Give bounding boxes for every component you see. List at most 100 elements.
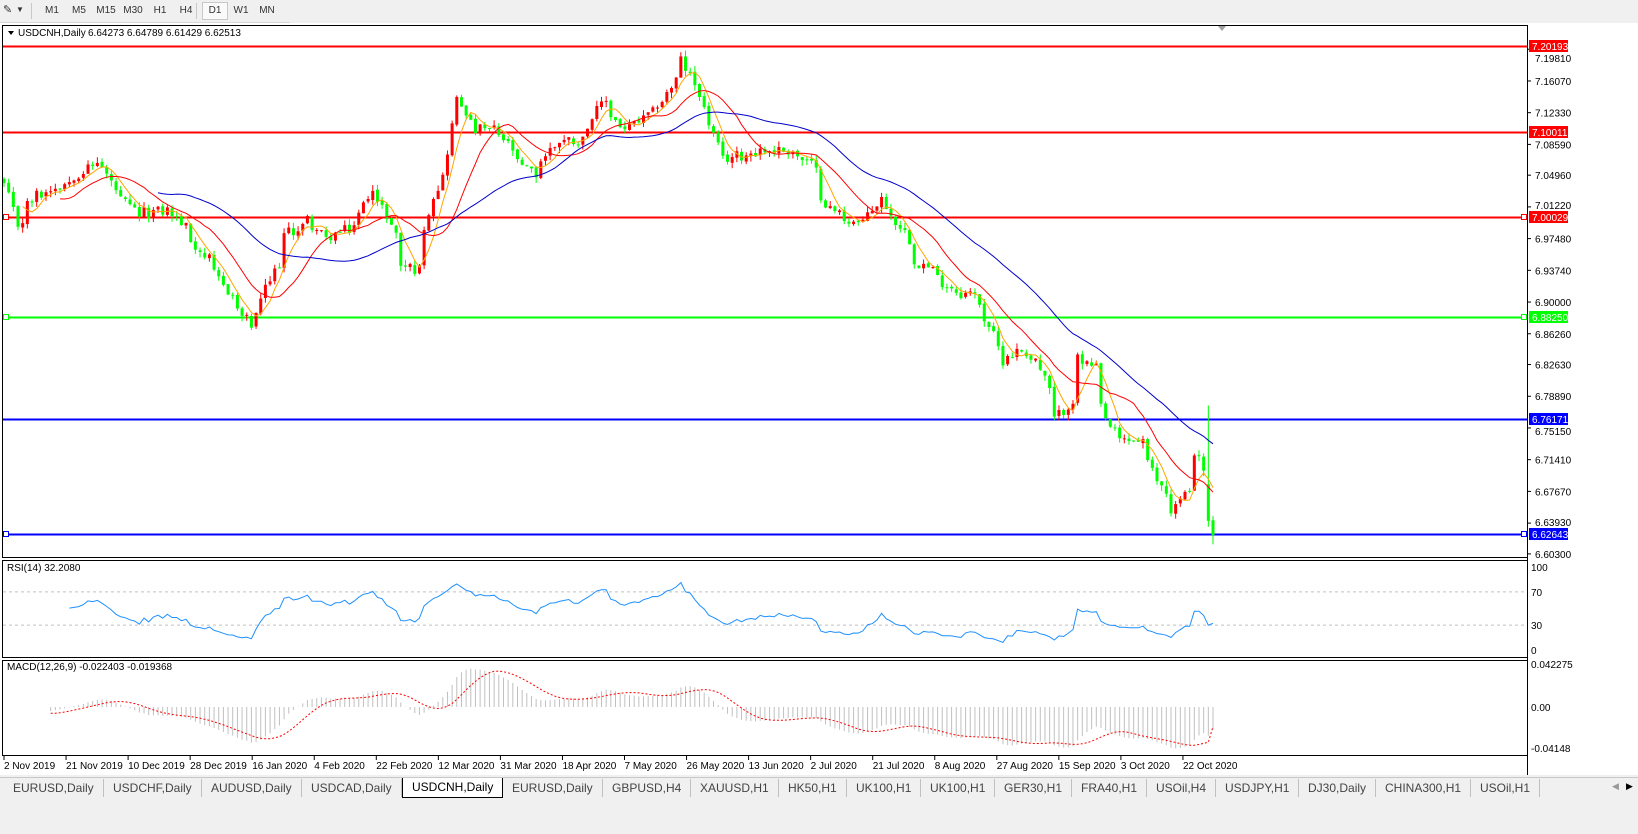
line-anchor-handle[interactable] [3, 314, 9, 320]
candle-body [1183, 491, 1187, 500]
timeframe-w1[interactable]: W1 [233, 5, 249, 16]
candle-body [389, 218, 393, 225]
candle-body [301, 223, 305, 231]
line-anchor-handle[interactable] [1521, 531, 1527, 537]
line-anchor-handle[interactable] [3, 214, 9, 220]
tab-xauusd-h1[interactable]: XAUUSD,H1 [691, 779, 779, 797]
candle-body [959, 292, 963, 299]
candle-body [1155, 467, 1159, 482]
line-anchor-handle[interactable] [1521, 214, 1527, 220]
tab-usoil-h4[interactable]: USOil,H4 [1147, 779, 1217, 797]
price-chart[interactable]: 7.19810 7.16070 7.12330 7.08590 7.04960 7.012… [0, 23, 1638, 775]
tab-usdjpy-h1[interactable]: USDJPY,H1 [1216, 779, 1300, 797]
candle-body [674, 77, 678, 89]
candle-body [151, 209, 155, 219]
tab-usdcnh-daily[interactable]: USDCNH,Daily [402, 778, 504, 798]
timeframe-m1[interactable]: M1 [45, 5, 59, 16]
candle-body [361, 202, 365, 214]
candle-body [1015, 348, 1019, 358]
candle-body [142, 207, 146, 217]
candle-body [399, 232, 403, 266]
tab-fra40-h1[interactable]: FRA40,H1 [1072, 779, 1148, 797]
timeframe-m5[interactable]: M5 [72, 5, 86, 16]
tab-china300-h1[interactable]: CHINA300,H1 [1376, 779, 1472, 797]
tab-gbpusd-h4[interactable]: GBPUSD,H4 [603, 779, 692, 797]
candle-body [450, 123, 454, 156]
candle-body [1146, 439, 1150, 461]
candle-body [553, 147, 557, 149]
rsi-tick-label: 70 [1531, 588, 1543, 599]
candle-body [1174, 504, 1178, 514]
price-tick-label: 7.01220 [1535, 201, 1572, 212]
candle-body [408, 263, 412, 268]
candle-body [357, 212, 361, 226]
candle-body [800, 157, 804, 161]
candle-body [49, 191, 53, 193]
timeframe-d1[interactable]: D1 [202, 2, 228, 20]
tab-uk100-h1[interactable]: UK100,H1 [847, 779, 922, 797]
tab-scroll-right-icon[interactable]: ▶ [1626, 781, 1633, 791]
candle-body [744, 155, 748, 162]
candle-body [469, 114, 473, 120]
candle-body [296, 231, 300, 236]
tab-eurusd-daily[interactable]: EURUSD,Daily [4, 779, 104, 797]
tab-usdcad-daily[interactable]: USDCAD,Daily [302, 779, 402, 797]
candle-body [754, 153, 758, 157]
candle-body [268, 281, 272, 285]
candle-body [1160, 481, 1164, 486]
tab-audusd-daily[interactable]: AUDUSD,Daily [202, 779, 302, 797]
candle-body [539, 161, 543, 178]
line-anchor-handle[interactable] [3, 531, 9, 537]
candle-body [515, 149, 519, 160]
candle-body [726, 154, 730, 162]
candle-body [894, 216, 898, 226]
candle-body [590, 119, 594, 130]
candle-body [137, 207, 141, 217]
chevron-down-icon[interactable]: ▼ [16, 5, 24, 14]
candle-body [772, 150, 776, 154]
candle-body [950, 286, 954, 289]
tab-dj30-daily[interactable]: DJ30,Daily [1299, 779, 1377, 797]
tab-usoil-h1[interactable]: USOil,H1 [1471, 779, 1541, 797]
candle-body [245, 314, 249, 316]
candle-body [133, 204, 137, 208]
timeframe-h1[interactable]: H1 [153, 5, 167, 16]
tab-ger30-h1[interactable]: GER30,H1 [995, 779, 1073, 797]
candle-body [114, 181, 118, 191]
timeframe-h4[interactable]: H4 [179, 5, 193, 16]
chart-ohlc-values: 6.64273 6.64789 6.61429 6.62513 [88, 28, 241, 39]
tab-uk100-h1[interactable]: UK100,H1 [921, 779, 996, 797]
candle-body [291, 228, 295, 236]
candle-body [81, 174, 85, 178]
candle-body [53, 188, 57, 192]
line-anchor-handle[interactable] [1521, 314, 1527, 320]
candle-body [1113, 427, 1117, 429]
candle-body [922, 263, 926, 269]
candle-body [628, 124, 632, 130]
candle-body [1104, 403, 1108, 419]
chart-menu-triangle-icon[interactable] [8, 31, 14, 35]
chart-shift-marker-icon[interactable] [1218, 26, 1226, 31]
date-tick-label: 10 Dec 2019 [128, 761, 185, 772]
timeframe-mn[interactable]: MN [259, 5, 275, 16]
tab-hk50-h1[interactable]: HK50,H1 [779, 779, 847, 797]
candle-body [58, 188, 62, 190]
chart-window[interactable]: 7.19810 7.16070 7.12330 7.08590 7.04960 7.012… [0, 23, 1638, 775]
candle-body [287, 227, 291, 234]
candle-body [427, 215, 431, 231]
tab-usdchf-daily[interactable]: USDCHF,Daily [104, 779, 202, 797]
tab-eurusd-daily[interactable]: EURUSD,Daily [503, 779, 603, 797]
timeframe-m15[interactable]: M15 [96, 5, 116, 16]
candle-body [604, 100, 608, 102]
candle-body [856, 220, 860, 223]
timeframe-m30[interactable]: M30 [123, 5, 143, 16]
candle-body [492, 125, 496, 128]
tab-scroll-left-icon[interactable]: ◀ [1612, 781, 1619, 791]
candle-body [473, 118, 477, 134]
candle-body [324, 230, 328, 237]
date-tick-label: 2 Nov 2019 [4, 761, 56, 772]
candle-body [189, 223, 193, 243]
candle-body [684, 56, 688, 71]
candle-body [557, 142, 561, 148]
line-tool-icon[interactable]: ✎ [3, 4, 13, 16]
